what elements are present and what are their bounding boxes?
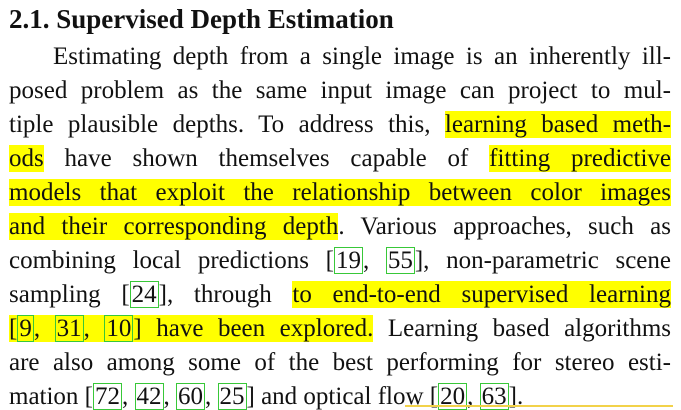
text-run: ,	[362, 247, 386, 274]
text-line: and their corresponding depth. Various a…	[9, 210, 671, 244]
highlighted-text: fitting predictive	[489, 145, 671, 172]
citation-link[interactable]: 31	[54, 315, 84, 342]
text-run: ].	[508, 383, 524, 410]
text-run: tiple plausible depths. To address this,	[9, 111, 445, 138]
text-run: have shown themselves capable of	[43, 145, 490, 172]
text-run: mation [	[9, 383, 94, 410]
highlighted-text: to end-to-end supervised learning	[292, 281, 671, 308]
text-run: ,	[33, 315, 55, 342]
text-line: Estimating depth from a single image is …	[9, 40, 671, 74]
text-run: posed problem as the same input image ca…	[9, 77, 671, 104]
section-number: 2.1.	[9, 4, 50, 34]
citation-link[interactable]: 60	[176, 383, 206, 410]
annotation-underline	[405, 405, 673, 407]
citation-link[interactable]: 24	[129, 281, 159, 308]
highlighted-text: [9, 31, 10] have been explored.	[9, 315, 374, 342]
text-run: ,	[205, 383, 218, 410]
text-line: combining local predictions [19, 55], no…	[9, 244, 671, 278]
text-line: sampling [24], through to end-to-end sup…	[9, 278, 671, 312]
highlighted-text: ods	[9, 145, 44, 172]
text-line: tiple plausible depths. To address this,…	[9, 108, 671, 142]
text-run: ], non-parametric scene	[414, 247, 671, 274]
text-run: ,	[163, 383, 177, 410]
section-heading: 2.1. Supervised Depth Estimation	[9, 2, 394, 36]
text-line: ods have shown themselves capable of fit…	[9, 142, 671, 176]
text-run: combining local predictions [	[9, 247, 334, 274]
text-run: . Various approaches, such as	[338, 213, 671, 240]
citation-link[interactable]: 20	[438, 383, 468, 410]
text-run: ,	[467, 383, 480, 410]
body-paragraph: Estimating depth from a single image is …	[9, 40, 671, 410]
citation-link[interactable]: 42	[134, 383, 164, 410]
text-run: ,	[122, 383, 135, 410]
text-run: sampling [	[9, 281, 130, 308]
citation-link[interactable]: 55	[385, 247, 415, 274]
text-run: are also among some of the best performi…	[9, 349, 671, 376]
section-title: Supervised Depth Estimation	[56, 4, 394, 34]
text-run: [	[9, 315, 18, 342]
citation-link[interactable]: 25	[217, 383, 247, 410]
text-line: models that exploit the relationship bet…	[9, 176, 671, 210]
text-line: posed problem as the same input image ca…	[9, 74, 671, 108]
highlighted-text: learning based meth-	[444, 111, 671, 138]
citation-link[interactable]: 19	[333, 247, 363, 274]
citation-link[interactable]: 10	[104, 315, 134, 342]
text-run: ] have been explored.	[133, 315, 374, 342]
highlighted-text: models that exploit the relationship bet…	[9, 179, 671, 206]
citation-link[interactable]: 63	[479, 383, 509, 410]
text-line: [9, 31, 10] have been explored. Learning…	[9, 312, 671, 346]
citation-link[interactable]: 9	[17, 315, 34, 342]
citation-link[interactable]: 72	[93, 383, 123, 410]
highlighted-text: and their corresponding depth	[9, 213, 339, 240]
text-run: ], through	[158, 281, 293, 308]
text-line: are also among some of the best performi…	[9, 346, 671, 380]
text-run: Estimating depth from a single image is …	[53, 43, 671, 70]
text-line: mation [72, 42, 60, 25] and optical flow…	[9, 380, 671, 410]
text-run: Learning based algorithms	[373, 315, 672, 342]
text-run: ,	[83, 315, 105, 342]
